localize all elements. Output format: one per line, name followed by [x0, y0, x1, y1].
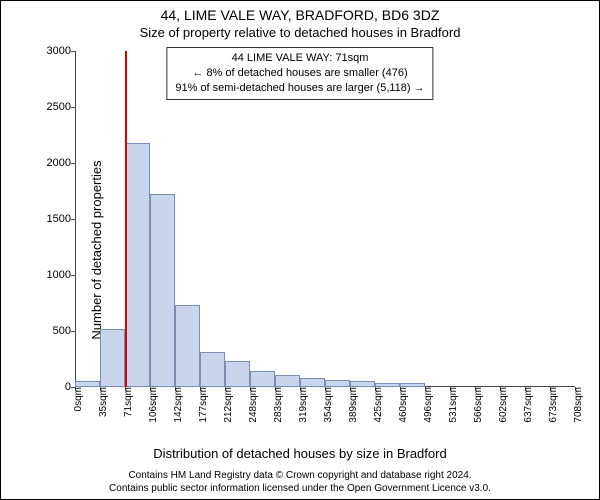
y-tick-mark	[71, 331, 75, 332]
attribution-line1: Contains HM Land Registry data © Crown c…	[1, 469, 599, 482]
y-tick-label: 0	[31, 381, 75, 393]
x-tick-label: 142sqm	[171, 387, 184, 423]
x-tick-label: 212sqm	[221, 387, 234, 423]
y-tick-mark	[71, 51, 75, 52]
histogram-bar	[125, 143, 150, 387]
attribution-line2: Contains public sector information licen…	[1, 482, 599, 495]
histogram-bar	[250, 371, 275, 387]
y-tick-label: 2500	[31, 101, 75, 113]
x-tick-label: 531sqm	[446, 387, 459, 423]
x-tick-label: 496sqm	[421, 387, 434, 423]
histogram-bar	[200, 352, 225, 387]
x-tick-label: 460sqm	[396, 387, 409, 423]
x-tick-label: 425sqm	[371, 387, 384, 423]
x-tick-label: 35sqm	[96, 387, 109, 417]
x-tick-label: 566sqm	[471, 387, 484, 423]
y-tick-label: 2000	[31, 157, 75, 169]
histogram-bar	[325, 380, 350, 387]
y-tick-mark	[71, 275, 75, 276]
chart-subtitle: Size of property relative to detached ho…	[1, 25, 599, 40]
histogram-bar	[150, 194, 175, 387]
y-axis-line	[75, 51, 76, 387]
histogram-bar	[300, 378, 325, 387]
histogram-bar	[275, 375, 300, 387]
y-tick-mark	[71, 163, 75, 164]
histogram-bar	[100, 329, 125, 387]
x-tick-label: 248sqm	[246, 387, 259, 423]
attribution: Contains HM Land Registry data © Crown c…	[1, 469, 599, 495]
x-tick-label: 354sqm	[321, 387, 334, 423]
histogram-bar	[225, 361, 250, 387]
x-tick-label: 389sqm	[346, 387, 359, 423]
x-tick-label: 283sqm	[271, 387, 284, 423]
reference-line	[125, 51, 127, 387]
y-tick-label: 500	[31, 325, 75, 337]
x-axis-label: Distribution of detached houses by size …	[1, 446, 599, 461]
histogram-bar	[175, 305, 200, 387]
x-tick-label: 637sqm	[521, 387, 534, 423]
y-tick-mark	[71, 107, 75, 108]
histogram-bar	[75, 381, 100, 387]
plot-area: 0sqm35sqm71sqm106sqm142sqm177sqm212sqm24…	[75, 51, 575, 387]
x-tick-label: 673sqm	[546, 387, 559, 423]
y-tick-label: 1000	[31, 269, 75, 281]
chart-container: 44, LIME VALE WAY, BRADFORD, BD6 3DZ Siz…	[0, 0, 600, 500]
histogram-bar	[350, 381, 375, 387]
histogram-bar	[375, 383, 400, 387]
x-tick-label: 708sqm	[571, 387, 584, 423]
histogram-bar	[400, 383, 425, 387]
x-tick-label: 602sqm	[496, 387, 509, 423]
y-tick-label: 1500	[31, 213, 75, 225]
chart-title: 44, LIME VALE WAY, BRADFORD, BD6 3DZ	[1, 7, 599, 23]
y-tick-label: 3000	[31, 45, 75, 57]
x-tick-label: 319sqm	[296, 387, 309, 423]
info-line-larger: 91% of semi-detached houses are larger (…	[175, 81, 424, 96]
x-tick-label: 106sqm	[146, 387, 159, 423]
info-box: 44 LIME VALE WAY: 71sqm ← 8% of detached…	[166, 47, 433, 100]
x-tick-label: 177sqm	[196, 387, 209, 423]
info-line-smaller: ← 8% of detached houses are smaller (476…	[175, 66, 424, 81]
info-line-size: 44 LIME VALE WAY: 71sqm	[175, 51, 424, 66]
y-tick-mark	[71, 219, 75, 220]
x-tick-label: 71sqm	[121, 387, 134, 417]
y-tick-mark	[71, 387, 75, 388]
